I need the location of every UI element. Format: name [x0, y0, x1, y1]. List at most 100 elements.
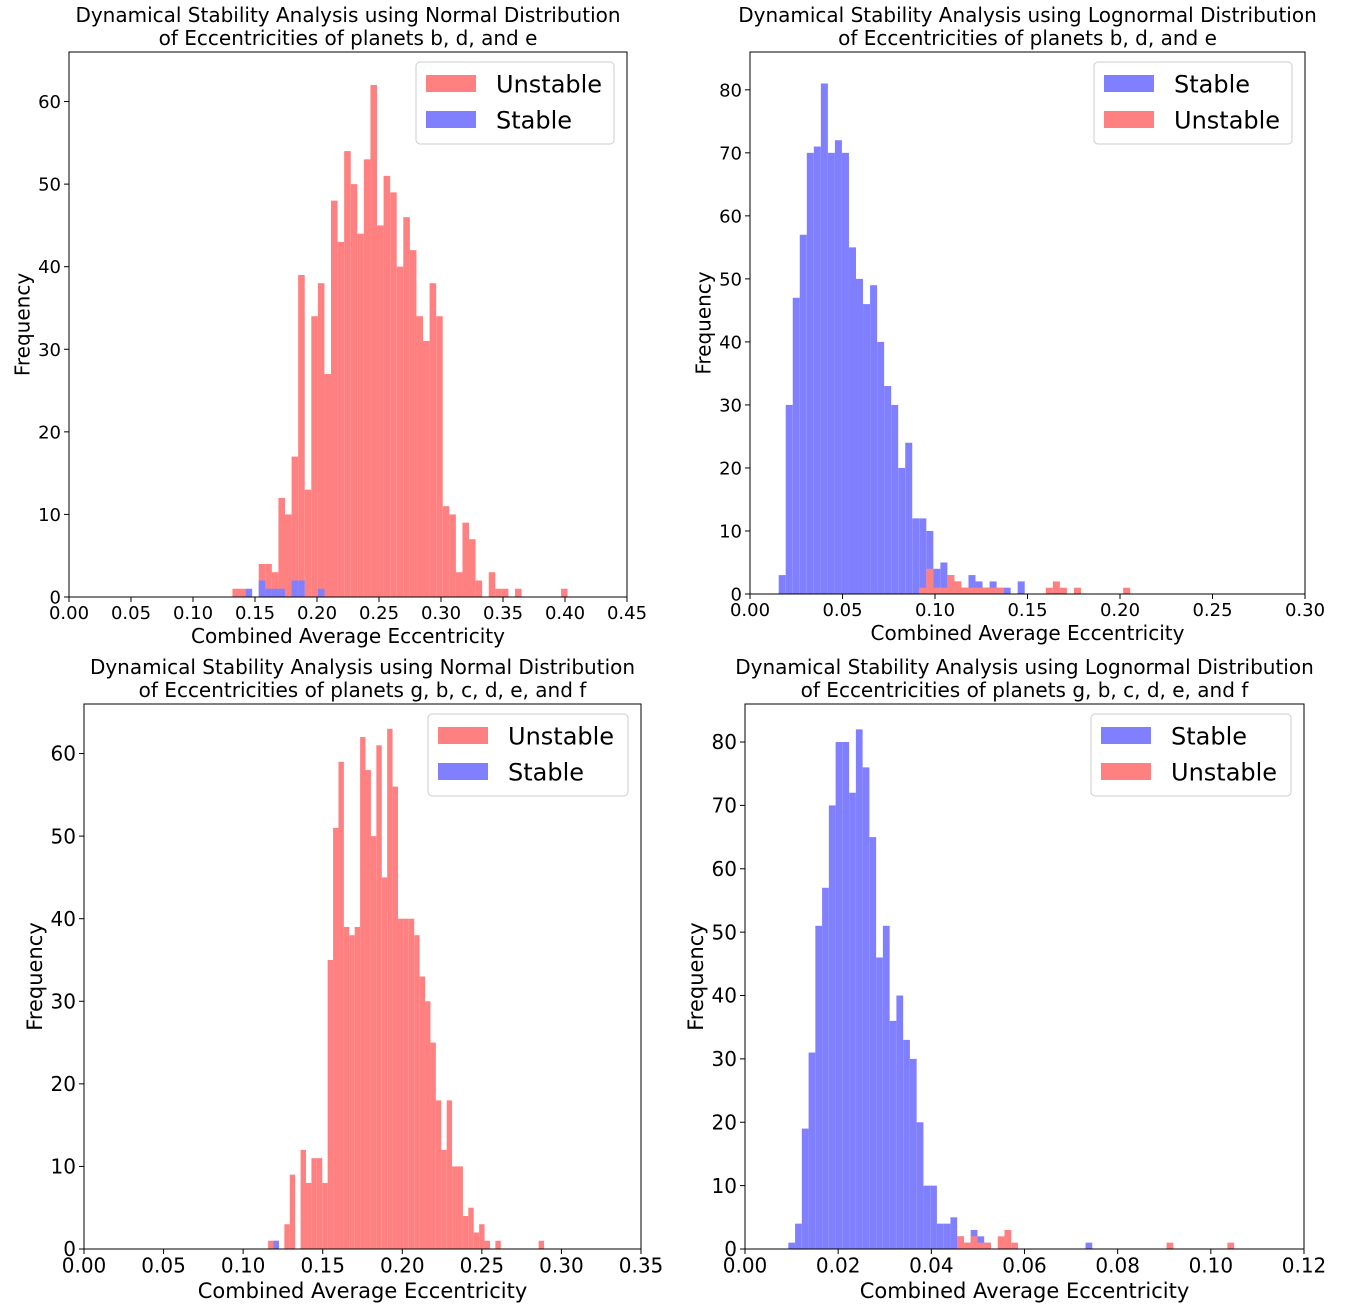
bar-unstable — [963, 1242, 971, 1249]
bar-unstable — [298, 274, 305, 597]
bar-stable — [835, 742, 843, 1249]
x-tick-label: 0.02 — [816, 1253, 861, 1277]
x-tick-label: 0.05 — [111, 603, 151, 624]
bar-unstable — [1045, 587, 1053, 594]
chart-panel-3: 0.00 0.05 0.10 0.15 0.20 0.25 0.30 0.35 0 10 20 30 4… — [23, 655, 663, 1303]
y-axis-label: Frequency — [684, 922, 708, 1031]
bar-unstable — [940, 587, 948, 594]
bar-unstable — [455, 572, 463, 597]
legend-swatch-stable — [1104, 75, 1154, 92]
bar-unstable — [442, 506, 450, 597]
bar-unstable — [331, 200, 338, 597]
bar-unstable — [475, 580, 483, 597]
bar-stable — [869, 837, 877, 1249]
bar-unstable — [982, 587, 990, 594]
bar-stable — [933, 568, 941, 594]
bar-unstable — [462, 522, 470, 597]
bar-stable — [943, 1223, 951, 1249]
bar-unstable — [284, 1224, 290, 1249]
bar-stable — [891, 404, 899, 594]
bar-unstable — [268, 1240, 274, 1249]
bar-unstable — [327, 959, 334, 1249]
bar-unstable — [947, 575, 955, 594]
legend-label-stable: Stable — [1174, 71, 1250, 99]
bar-unstable — [390, 192, 397, 597]
y-tick-label: 20 — [38, 422, 61, 443]
bar-stable — [968, 575, 976, 594]
y-tick-label: 40 — [38, 257, 61, 278]
bar-unstable — [370, 85, 378, 597]
chart-title-line: Dynamical Stability Analysis using Norma… — [75, 3, 620, 27]
bar-stable — [795, 1223, 802, 1249]
bar-stable — [863, 304, 871, 594]
chart-panel-4: 0.00 0.02 0.04 0.06 0.08 0.10 0.12 0 10 20 30 40 50 6… — [684, 655, 1326, 1303]
bar-unstable — [304, 489, 312, 597]
bar-unstable — [968, 587, 976, 594]
bar-stable — [806, 152, 814, 594]
y-axis-label: Frequency — [11, 273, 35, 376]
bar-stable — [841, 152, 849, 594]
series-unstable — [957, 1229, 1235, 1249]
y-tick-label: 20 — [51, 1072, 76, 1096]
y-tick-label: 0 — [724, 1237, 737, 1261]
bar-unstable — [291, 456, 299, 597]
bar-unstable — [1059, 587, 1067, 594]
bar-unstable — [446, 1100, 453, 1249]
bar-unstable — [468, 1207, 474, 1249]
x-tick-label: 0.30 — [539, 1253, 584, 1277]
series-stable — [245, 580, 325, 597]
y-tick-label: 80 — [719, 80, 742, 101]
x-axis-label: Combined Average Eccentricity — [191, 624, 505, 648]
y-tick-label: 50 — [38, 175, 61, 196]
x-tick-label: 0.35 — [483, 603, 523, 624]
x-tick-label: 0.15 — [1007, 600, 1047, 621]
bar-stable — [291, 580, 299, 597]
bar-stable — [889, 1020, 897, 1249]
bar-unstable — [1123, 587, 1131, 594]
bar-unstable — [381, 877, 388, 1249]
bar-stable — [870, 285, 878, 594]
bar-unstable — [383, 175, 391, 598]
bar-stable — [916, 1122, 924, 1249]
x-tick-label: 0.10 — [915, 600, 955, 621]
bar-unstable — [975, 587, 983, 594]
series-unstable — [268, 728, 545, 1249]
bar-unstable — [232, 588, 239, 597]
bar-unstable — [414, 935, 420, 1249]
bar-unstable — [265, 563, 272, 597]
bar-stable — [799, 234, 807, 594]
y-tick-label: 30 — [51, 989, 76, 1013]
bar-stable — [788, 1242, 796, 1249]
bar-unstable — [961, 587, 969, 594]
bar-stable — [919, 518, 927, 594]
x-axis-label: Combined Average Eccentricity — [860, 1279, 1190, 1303]
y-tick-label: 40 — [712, 984, 737, 1008]
x-tick-label: 0.25 — [460, 1253, 505, 1277]
x-tick-label: 0.00 — [723, 1253, 768, 1277]
y-tick-label: 30 — [38, 340, 61, 361]
series-stable — [778, 83, 1025, 595]
legend: Unstable Stable — [415, 61, 615, 145]
bar-stable — [820, 83, 828, 594]
bar-unstable — [473, 1232, 480, 1249]
y-tick-label: 20 — [719, 458, 742, 479]
x-tick-label: 0.08 — [1095, 1253, 1140, 1277]
x-tick-label: 0.06 — [1002, 1253, 1047, 1277]
bar-stable — [317, 588, 325, 597]
bar-unstable — [449, 514, 456, 597]
series-stable — [788, 729, 1093, 1249]
bar-unstable — [365, 770, 371, 1249]
bar-stable — [813, 146, 821, 594]
legend-swatch-unstable — [1101, 763, 1151, 780]
x-tick-label: 0.15 — [300, 1253, 345, 1277]
bar-unstable — [337, 241, 345, 598]
x-tick-label: 0.10 — [173, 603, 213, 624]
bar-stable — [855, 729, 863, 1249]
bar-unstable — [370, 836, 377, 1249]
chart-title-line: of Eccentricities of planets b, d, and e — [159, 26, 538, 50]
x-tick-label: 0.05 — [141, 1253, 186, 1277]
legend-label-stable: Stable — [496, 107, 572, 135]
bar-unstable — [349, 935, 355, 1249]
bar-unstable — [538, 1240, 545, 1249]
x-tick-label: 0.40 — [545, 603, 585, 624]
